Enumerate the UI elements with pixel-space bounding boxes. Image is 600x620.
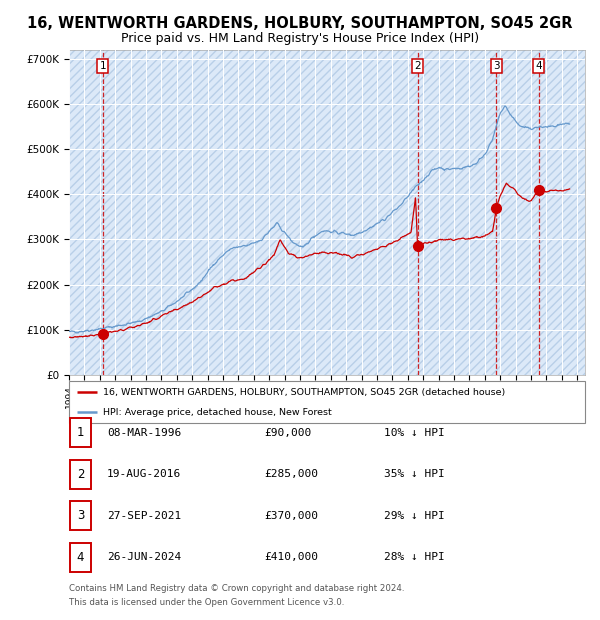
Text: 3: 3 [493, 61, 500, 71]
Text: 16, WENTWORTH GARDENS, HOLBURY, SOUTHAMPTON, SO45 2GR (detached house): 16, WENTWORTH GARDENS, HOLBURY, SOUTHAMP… [103, 388, 505, 397]
FancyBboxPatch shape [70, 543, 91, 572]
Text: 1: 1 [77, 427, 84, 439]
Text: 35% ↓ HPI: 35% ↓ HPI [384, 469, 445, 479]
Text: Contains HM Land Registry data © Crown copyright and database right 2024.: Contains HM Land Registry data © Crown c… [69, 584, 404, 593]
Text: 16, WENTWORTH GARDENS, HOLBURY, SOUTHAMPTON, SO45 2GR: 16, WENTWORTH GARDENS, HOLBURY, SOUTHAMP… [27, 16, 573, 30]
Text: 28% ↓ HPI: 28% ↓ HPI [384, 552, 445, 562]
FancyBboxPatch shape [70, 502, 91, 530]
Text: 2: 2 [77, 468, 84, 481]
Text: Price paid vs. HM Land Registry's House Price Index (HPI): Price paid vs. HM Land Registry's House … [121, 32, 479, 45]
Text: 1: 1 [100, 61, 106, 71]
Text: 2: 2 [414, 61, 421, 71]
FancyBboxPatch shape [69, 381, 585, 423]
Text: £370,000: £370,000 [264, 511, 318, 521]
Text: £285,000: £285,000 [264, 469, 318, 479]
Text: 19-AUG-2016: 19-AUG-2016 [107, 469, 181, 479]
Text: 26-JUN-2024: 26-JUN-2024 [107, 552, 181, 562]
Text: 4: 4 [535, 61, 542, 71]
Text: 08-MAR-1996: 08-MAR-1996 [107, 428, 181, 438]
Text: 29% ↓ HPI: 29% ↓ HPI [384, 511, 445, 521]
FancyBboxPatch shape [70, 460, 91, 489]
Text: 3: 3 [77, 510, 84, 522]
Text: HPI: Average price, detached house, New Forest: HPI: Average price, detached house, New … [103, 408, 331, 417]
Text: £90,000: £90,000 [264, 428, 311, 438]
Text: This data is licensed under the Open Government Licence v3.0.: This data is licensed under the Open Gov… [69, 598, 344, 607]
Text: 27-SEP-2021: 27-SEP-2021 [107, 511, 181, 521]
Text: 4: 4 [77, 551, 84, 564]
Text: £410,000: £410,000 [264, 552, 318, 562]
Text: 10% ↓ HPI: 10% ↓ HPI [384, 428, 445, 438]
FancyBboxPatch shape [70, 418, 91, 447]
